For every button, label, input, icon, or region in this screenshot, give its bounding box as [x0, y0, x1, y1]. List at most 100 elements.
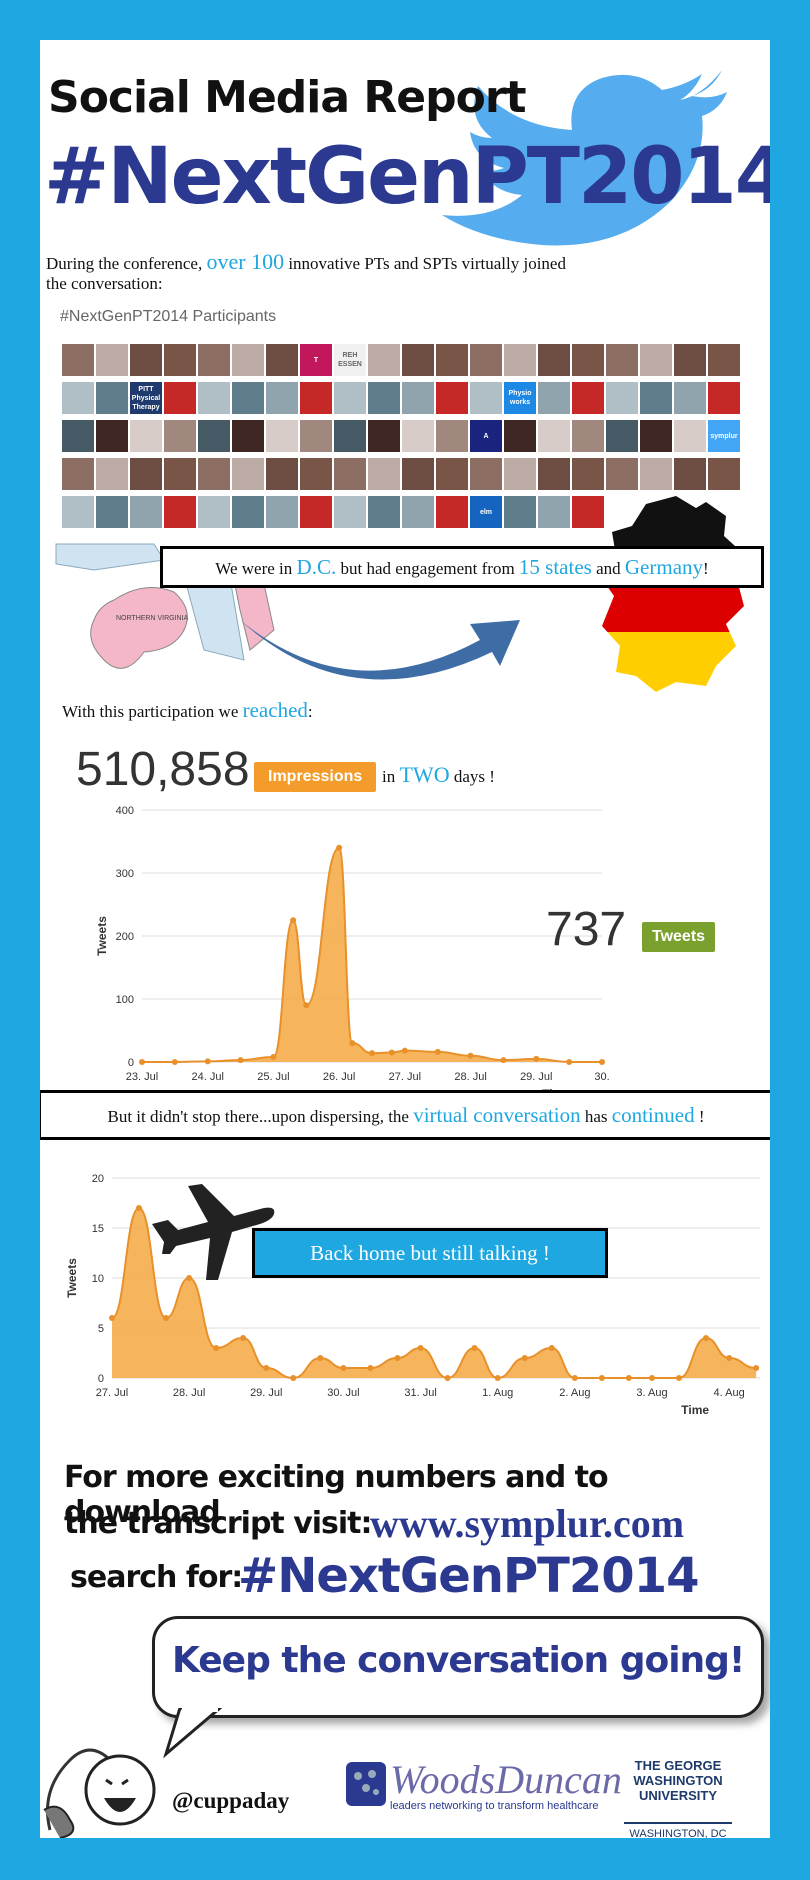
data-point	[367, 1365, 374, 1371]
reach-after: :	[307, 702, 313, 721]
participant-avatar	[538, 420, 570, 452]
data-point	[388, 1049, 395, 1056]
data-point	[500, 1057, 507, 1064]
data-point	[263, 1365, 270, 1371]
participant-avatar	[640, 382, 672, 414]
participant-avatar	[164, 382, 196, 414]
participant-avatar	[130, 458, 162, 490]
y-axis-label: Tweets	[95, 916, 109, 956]
x-axis-label: Time	[681, 1403, 709, 1417]
participant-avatar	[402, 496, 434, 528]
participant-avatar	[232, 420, 264, 452]
participant-avatar	[164, 458, 196, 490]
woods-duncan-logo: WoodsDuncan	[390, 1757, 622, 1802]
reach-highlight: reached	[242, 698, 308, 722]
data-point	[237, 1057, 244, 1064]
data-point	[186, 1275, 193, 1281]
y-tick-label: 0	[98, 1373, 104, 1385]
participant-avatar	[504, 496, 536, 528]
y-tick-label: 15	[92, 1223, 104, 1235]
participant-avatar	[266, 420, 298, 452]
x-tick-label: 4. Aug	[714, 1387, 745, 1399]
participant-avatar	[708, 458, 740, 490]
more-line3: search for:	[70, 1560, 243, 1595]
data-point	[444, 1375, 451, 1381]
participant-avatar	[470, 344, 502, 376]
more-line2: the transcript visit:	[64, 1506, 373, 1541]
participants-grid: REH ESSEN PITT Physical Therapy T A Physio w…	[62, 344, 742, 534]
intro-highlight: over 100	[206, 249, 285, 274]
speech-bubble	[152, 1616, 764, 1718]
gw-line1: THE GEORGE	[634, 1758, 722, 1773]
participant-avatar	[606, 382, 638, 414]
data-point	[290, 1375, 297, 1381]
x-tick-label: 28. Jul	[173, 1387, 205, 1399]
participant-avatar	[402, 458, 434, 490]
participant-avatar-label: PITT Physical Therapy	[130, 382, 162, 414]
participant-avatar	[436, 496, 468, 528]
participant-avatar	[96, 382, 128, 414]
gw-line2: WASHINGTON	[633, 1773, 723, 1788]
engage-p1: We were in	[215, 559, 297, 578]
participant-avatar	[368, 344, 400, 376]
data-point	[270, 1053, 277, 1060]
airplane-icon	[152, 1184, 275, 1280]
participant-avatar	[130, 344, 162, 376]
map-label: NORTHERN VIRGINIA	[116, 615, 189, 622]
participant-avatar	[300, 458, 332, 490]
participant-avatar	[674, 458, 706, 490]
x-tick-label: 3. Aug	[636, 1387, 667, 1399]
x-tick-label: 27. Jul	[389, 1071, 421, 1083]
woods-duncan-tagline: leaders networking to transform healthca…	[390, 1800, 599, 1812]
x-tick-label: 1. Aug	[482, 1387, 513, 1399]
participant-avatar	[640, 344, 672, 376]
data-point	[340, 1365, 347, 1371]
participant-avatar	[708, 382, 740, 414]
dc-region-map: NORTHERN VIRGINIA	[55, 543, 275, 669]
participant-avatar	[470, 458, 502, 490]
participant-avatar	[198, 382, 230, 414]
data-point	[163, 1315, 169, 1321]
twitter-handle[interactable]: @cuppaday	[172, 1788, 290, 1813]
symplur-link[interactable]: www.symplur.com	[370, 1501, 685, 1546]
participant-avatar	[232, 458, 264, 490]
participant-avatar	[606, 458, 638, 490]
data-point	[548, 1345, 555, 1351]
participant-avatar	[436, 420, 468, 452]
participant-avatar	[470, 382, 502, 414]
participant-avatar	[402, 420, 434, 452]
x-tick-label: 29. Jul	[250, 1387, 282, 1399]
data-point	[521, 1355, 528, 1361]
data-point	[139, 1059, 145, 1065]
x-tick-label: 28. Jul	[454, 1071, 486, 1083]
tweets-chart-conference: 0 100 200 300 400 23. Jul 24. Jul 25. Jul 26. Ju…	[95, 805, 610, 1101]
participant-avatar	[674, 344, 706, 376]
woods-duncan-logo-icon	[346, 1762, 386, 1806]
gwu-logo: THE GEORGE WASHINGTON UNIVERSITY	[624, 1758, 732, 1803]
participant-avatar	[130, 496, 162, 528]
x-tick-label: 26. Jul	[323, 1071, 355, 1083]
data-point	[349, 1040, 356, 1047]
x-tick-label: 29. Jul	[520, 1071, 552, 1083]
y-tick-label: 5	[98, 1323, 104, 1335]
reach-text: With this participation we reached:	[62, 698, 313, 723]
participant-avatar	[334, 496, 366, 528]
participant-avatar	[572, 458, 604, 490]
tweets-number: 737	[546, 903, 627, 956]
x-tick-label: 24. Jul	[192, 1071, 224, 1083]
bubble-text: Keep the conversation going!	[172, 1640, 745, 1681]
stop-p1: But it didn't stop there...upon dispersi…	[107, 1107, 414, 1126]
data-point	[417, 1345, 424, 1351]
engage-p3: and	[591, 559, 625, 578]
data-point	[494, 1375, 501, 1381]
participant-avatar	[164, 344, 196, 376]
impr-two: TWO	[399, 762, 450, 787]
data-point	[317, 1355, 324, 1361]
participant-avatar	[368, 382, 400, 414]
participant-avatar-label: T	[300, 344, 332, 376]
gwu-location: WASHINGTON, DC	[624, 1822, 732, 1838]
participant-avatar-label: A	[470, 420, 502, 452]
participant-avatar	[62, 458, 94, 490]
impressions-tail: in TWO days !	[382, 762, 495, 788]
participant-avatar	[96, 420, 128, 452]
